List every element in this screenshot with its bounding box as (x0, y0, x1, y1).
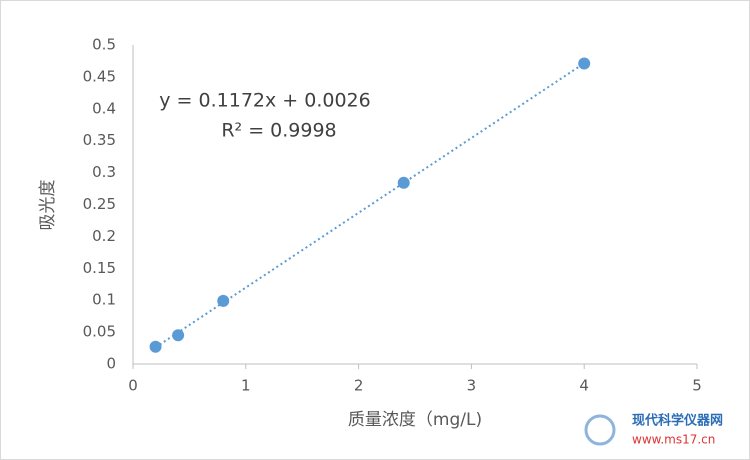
x-tick-label: 5 (692, 377, 702, 395)
y-tick-label: 0.45 (83, 67, 116, 85)
y-tick-label: 0.05 (83, 323, 116, 341)
watermark-name: 现代科学仪器网 (632, 413, 723, 429)
watermark: 现代科学仪器网 www.ms17.cn (584, 413, 723, 447)
point (578, 57, 591, 70)
y-tick-label: 0.5 (92, 36, 116, 54)
watermark-url: www.ms17.cn (632, 433, 715, 447)
y-tick-label: 0.4 (92, 99, 116, 117)
x-tick-label: 4 (579, 377, 589, 395)
y-tick-label: 0.25 (83, 195, 116, 213)
r-squared: R² = 0.9998 (221, 120, 336, 142)
y-tick-label: 0.1 (92, 291, 116, 309)
x-tick-label: 3 (467, 377, 477, 395)
y-tick-label: 0.35 (83, 131, 116, 149)
x-axis-label: 质量浓度（mg/L) (348, 410, 482, 430)
y-tick-label: 0.2 (92, 227, 116, 245)
x-tick-label: 0 (128, 377, 138, 395)
y-tick-label: 0.15 (83, 259, 116, 277)
y-axis-label: 吸光度 (38, 180, 58, 231)
point (397, 176, 410, 189)
x-tick-label: 2 (354, 377, 364, 395)
watermark-logo (584, 414, 616, 446)
equation: y = 0.1172x + 0.0026 (159, 90, 370, 112)
y-tick-label: 0 (106, 355, 116, 373)
point (172, 329, 185, 342)
point (217, 294, 230, 307)
x-tick-label: 1 (241, 377, 251, 395)
y-tick-label: 0.3 (92, 163, 116, 181)
point (149, 340, 162, 353)
